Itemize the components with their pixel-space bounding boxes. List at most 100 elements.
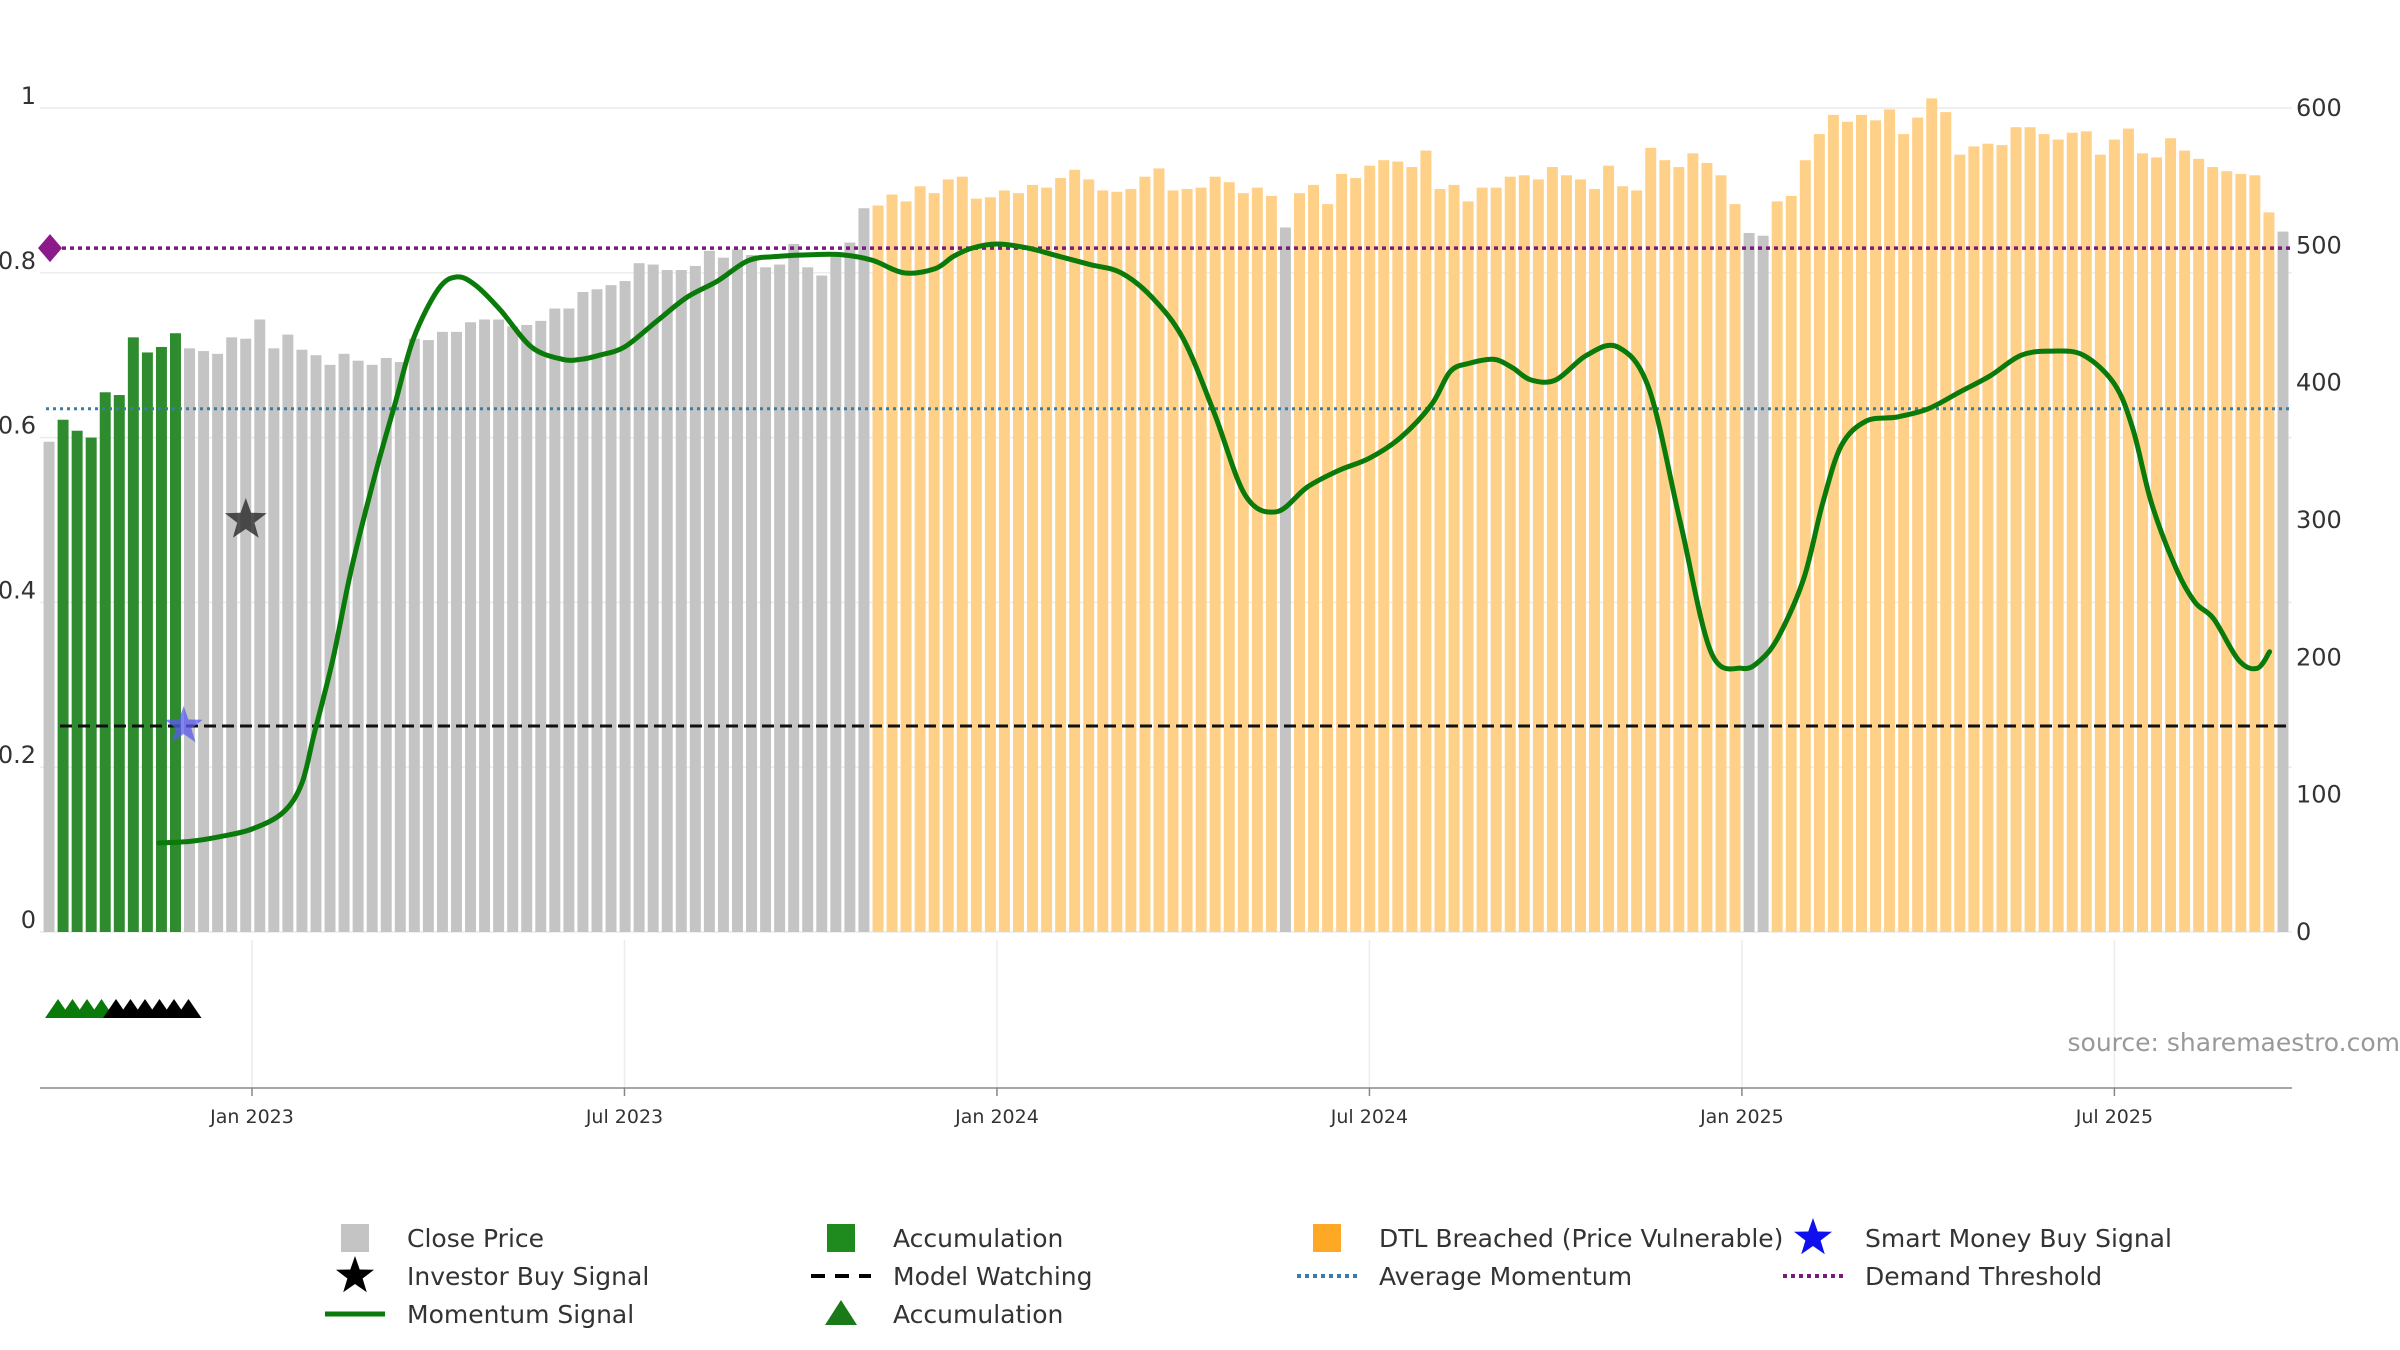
legend-label: Average Momentum — [1379, 1262, 1632, 1291]
legend-item: Smart Money Buy Signal — [1794, 1218, 2172, 1255]
bar — [212, 353, 224, 933]
legend-layer: Close Price Accumulation DTL Breached (Pri… — [325, 1218, 2172, 1329]
bar — [760, 267, 772, 932]
bar — [1504, 176, 1516, 933]
bar — [746, 254, 758, 932]
bar — [984, 197, 996, 932]
bar — [1406, 167, 1418, 933]
bar — [633, 263, 645, 932]
bar — [1856, 114, 1867, 933]
bar — [2080, 131, 2092, 933]
bar — [1715, 175, 1727, 933]
bar — [1251, 187, 1263, 932]
legend-label: Investor Buy Signal — [407, 1262, 649, 1291]
bar — [324, 364, 336, 932]
bar — [2052, 139, 2064, 933]
bar — [1771, 201, 1783, 932]
green-square-icon — [827, 1224, 855, 1252]
bar — [141, 352, 153, 932]
bar — [675, 270, 687, 932]
bar — [1223, 182, 1235, 932]
bar — [1589, 189, 1601, 932]
left-axis-tick-label: 0.2 — [0, 741, 36, 769]
bar — [732, 249, 743, 932]
x-axis-tick-label: Jan 2023 — [209, 1106, 294, 1128]
bar — [1785, 195, 1797, 932]
bar — [1476, 187, 1488, 932]
legend-item: Close Price — [341, 1224, 544, 1253]
right-axis-tick-label: 600 — [2296, 94, 2342, 122]
bar — [1631, 190, 1643, 932]
bar — [198, 351, 210, 933]
bar — [998, 190, 1010, 932]
legend-label: Momentum Signal — [407, 1300, 634, 1329]
bar — [900, 201, 912, 932]
source-label: source: sharemaestro.com — [2068, 1028, 2400, 1057]
legend-label: Demand Threshold — [1865, 1262, 2102, 1291]
bar — [1968, 146, 1980, 932]
legend-item: Model Watching — [811, 1262, 1093, 1291]
bar — [1167, 190, 1179, 932]
bar — [1462, 201, 1474, 932]
legend-label: Model Watching — [893, 1262, 1093, 1291]
bar — [619, 281, 631, 932]
blue-star-icon — [1794, 1218, 1832, 1255]
legend-item: Demand Threshold — [1783, 1262, 2102, 1291]
bar — [127, 337, 139, 933]
bar — [394, 362, 406, 932]
bar — [1111, 191, 1123, 932]
bar — [254, 319, 266, 932]
bar — [1209, 176, 1221, 933]
bar — [226, 337, 238, 933]
bar — [184, 348, 196, 933]
bar — [1884, 109, 1896, 933]
axes-layer: 0 0.2 0.4 0.6 0.8 1 0 100 200 300 400 500 600 Jan 202… — [0, 82, 2342, 1128]
bar — [1659, 160, 1671, 932]
bar — [1799, 160, 1811, 932]
lines-layer — [46, 241, 2290, 846]
bar — [2221, 171, 2233, 933]
legend-label: DTL Breached (Price Vulnerable) — [1379, 1224, 1783, 1253]
bar — [1308, 184, 1320, 932]
bar — [689, 265, 701, 932]
bar — [1350, 178, 1362, 933]
bar — [2151, 157, 2163, 932]
green-triangle-icon — [825, 1300, 857, 1325]
x-axis-tick-label: Jan 2025 — [1699, 1106, 1784, 1128]
legend-item: Investor Buy Signal — [336, 1256, 649, 1293]
bar — [1645, 147, 1657, 932]
bar — [577, 292, 589, 932]
legend-item: Average Momentum — [1297, 1262, 1632, 1291]
bar — [563, 308, 575, 932]
left-axis-tick-label: 1 — [21, 82, 36, 110]
bar — [99, 392, 111, 932]
bar — [591, 289, 603, 932]
right-axis-tick-label: 300 — [2296, 506, 2342, 534]
bar — [1870, 120, 1882, 933]
bar — [2235, 173, 2247, 933]
bar — [338, 353, 350, 933]
bar — [858, 208, 870, 932]
bar — [296, 349, 308, 933]
bar — [1729, 204, 1741, 932]
bar — [1518, 175, 1530, 933]
bar — [2094, 154, 2106, 932]
bar — [1575, 179, 1586, 932]
x-axis-tick-label: Jul 2023 — [585, 1106, 663, 1128]
bar — [717, 257, 729, 932]
bar — [451, 331, 462, 933]
bar — [1181, 189, 1193, 932]
x-axis-tick-label: Jan 2024 — [954, 1106, 1039, 1128]
bar — [1841, 121, 1853, 933]
legend-label: Close Price — [407, 1224, 544, 1253]
right-axis-tick-label: 200 — [2296, 643, 2342, 671]
bar — [802, 267, 814, 932]
bar — [1378, 160, 1390, 932]
grid-layer — [40, 107, 2292, 1088]
bar — [2066, 132, 2078, 933]
bar — [1265, 195, 1277, 932]
smart-money-buy-signal-star — [164, 706, 203, 743]
accumulation-triangle — [175, 999, 202, 1018]
bar — [1336, 173, 1348, 933]
bar — [493, 319, 505, 932]
